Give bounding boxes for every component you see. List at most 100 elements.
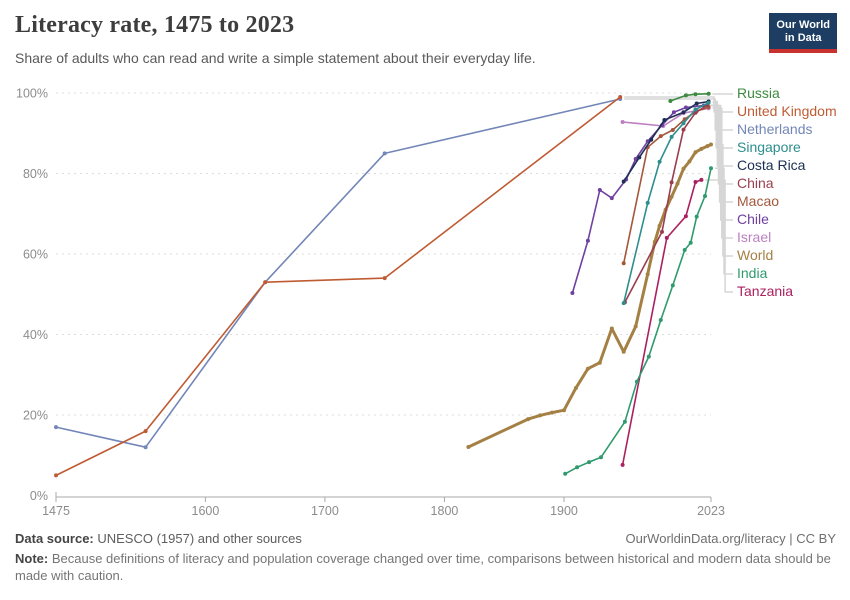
data-point-costa-rica [649, 137, 654, 142]
chart-subtitle: Share of adults who can read and write a… [15, 50, 536, 66]
legend-label-singapore[interactable]: Singapore [737, 139, 801, 155]
data-point-world [562, 408, 566, 413]
series-line-chile[interactable] [571, 104, 705, 294]
data-point-singapore [681, 121, 686, 126]
data-point-costa-rica [662, 118, 667, 122]
data-point-united-kingdom [382, 276, 387, 281]
legend-label-israel[interactable]: Israel [737, 229, 772, 245]
data-point-netherlands [143, 445, 148, 450]
data-point-world [699, 146, 704, 151]
data-point-macao [658, 134, 663, 139]
data-point-china [681, 127, 686, 132]
legend-leader-line [707, 104, 733, 221]
legend-label-chile[interactable]: Chile [737, 211, 769, 227]
data-point-chile [671, 110, 676, 115]
data-point-world [705, 144, 710, 149]
logo-line1: Our World [776, 19, 830, 31]
owid-logo[interactable]: Our World in Data [769, 13, 837, 53]
data-point-world [621, 349, 626, 354]
data-source-line: Data source: UNESCO (1957) and other sou… [15, 531, 302, 546]
series-line-world[interactable] [466, 143, 713, 449]
data-point-russia [668, 99, 673, 103]
data-point-india [703, 194, 707, 198]
data-point-india [563, 471, 568, 476]
series-line-china[interactable] [624, 104, 709, 304]
legend-label-costa-rica[interactable]: Costa Rica [737, 157, 806, 173]
data-point-tanzania [620, 462, 625, 467]
note-text: Because definitions of literacy and popu… [15, 551, 831, 583]
data-point-india [709, 166, 713, 171]
legend-leader-line [712, 107, 733, 239]
logo-line2: in Data [784, 32, 822, 44]
legend-leader-line [712, 100, 733, 167]
data-point-chile [570, 291, 575, 295]
data-point-china [669, 180, 674, 185]
data-source-label: Data source: [15, 531, 94, 546]
legend-label-macao[interactable]: Macao [737, 193, 780, 209]
data-point-world [681, 166, 686, 171]
owid-license-link[interactable]: OurWorldinData.org/literacy | CC BY [625, 531, 836, 546]
y-axis-tick-label: 60% [23, 248, 48, 262]
data-point-chile [597, 188, 602, 192]
data-source-text: UNESCO (1957) and other sources [93, 531, 302, 546]
data-point-macao [670, 128, 675, 132]
y-axis-tick-label: 0% [30, 489, 48, 503]
x-axis-tick-label: 1475 [42, 504, 70, 518]
data-point-world [675, 181, 680, 186]
data-point-world [645, 272, 650, 277]
data-point-singapore [706, 100, 711, 105]
x-axis-tick-label: 1800 [431, 504, 459, 518]
data-point-united-kingdom [143, 429, 148, 434]
data-point-india [587, 460, 592, 465]
data-point-tanzania [699, 177, 704, 182]
legend-leader-line [705, 179, 733, 293]
data-point-united-kingdom [54, 473, 58, 478]
data-point-singapore [645, 200, 650, 205]
x-axis-tick-label: 1900 [550, 504, 578, 518]
series-line-russia[interactable] [669, 93, 710, 102]
legend-label-united-kingdom[interactable]: United Kingdom [737, 103, 837, 119]
data-point-macao [621, 261, 626, 266]
x-axis-tick-label: 1700 [311, 504, 339, 518]
data-point-india [658, 318, 663, 322]
data-point-world [526, 417, 531, 422]
data-point-russia [706, 91, 711, 96]
data-point-india [634, 379, 639, 384]
data-point-singapore [693, 107, 698, 112]
legend-label-netherlands[interactable]: Netherlands [737, 121, 813, 137]
data-point-costa-rica [637, 155, 642, 160]
legend-leader-line [715, 167, 733, 275]
legend-label-india[interactable]: India [737, 265, 768, 281]
data-point-india [599, 455, 603, 460]
series-line-netherlands[interactable] [55, 98, 622, 449]
data-point-world [609, 326, 614, 331]
data-point-world [657, 223, 662, 228]
data-point-singapore [657, 159, 662, 164]
data-point-costa-rica [621, 179, 626, 184]
x-axis-tick-label: 1600 [192, 504, 220, 518]
data-point-world [633, 324, 638, 329]
y-axis-tick-label: 80% [23, 167, 48, 181]
data-point-tanzania [664, 235, 669, 240]
data-point-india [688, 240, 693, 245]
data-point-netherlands [382, 151, 387, 156]
x-axis-tick-label: 2023 [697, 504, 725, 518]
data-point-china [660, 229, 664, 234]
data-point-israel [620, 120, 625, 124]
data-point-world [550, 410, 554, 415]
series-line-united-kingdom[interactable] [55, 96, 622, 477]
legend-label-russia[interactable]: Russia [737, 85, 780, 101]
legend-label-china[interactable]: China [737, 175, 774, 191]
data-point-world [597, 360, 602, 365]
legend-label-world[interactable]: World [737, 247, 774, 263]
data-point-world [693, 150, 698, 155]
data-point-world [466, 445, 471, 449]
series-line-india[interactable] [564, 167, 712, 475]
legend-label-tanzania[interactable]: Tanzania [737, 283, 794, 299]
data-point-russia [683, 93, 688, 98]
legend-leader-line [715, 143, 733, 257]
data-point-india [575, 465, 580, 470]
data-point-india [670, 283, 675, 288]
